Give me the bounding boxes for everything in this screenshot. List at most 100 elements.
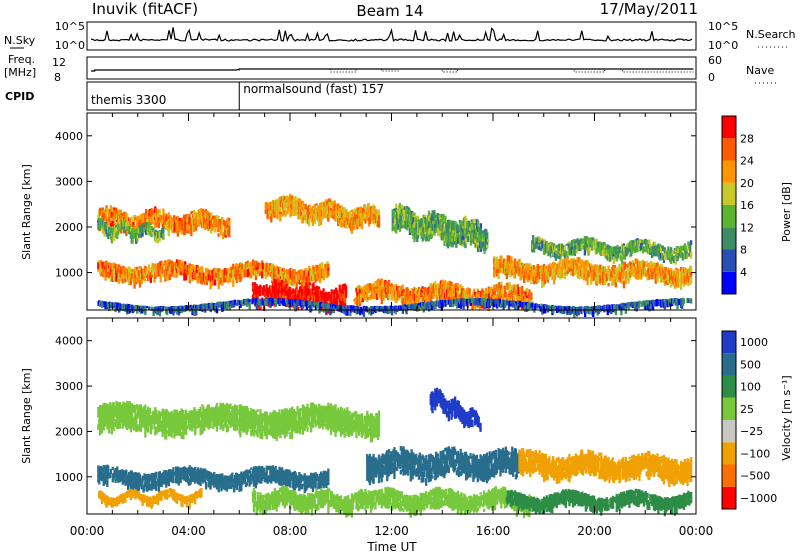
echo-band [97, 464, 330, 494]
y-tick-label: 3000 [55, 175, 83, 188]
time-axis-label: Time UT [366, 540, 417, 554]
colorbar-swatch [722, 138, 736, 161]
colorbar-swatch [722, 271, 736, 294]
y-tick-label: 4000 [55, 130, 83, 143]
echo-band [264, 193, 381, 234]
colorbar-swatch [722, 375, 736, 398]
time-tick-label: 16:00 [476, 524, 511, 538]
echo-band [98, 487, 203, 510]
colorbar-tick-label: −500 [740, 470, 770, 483]
noise-line [90, 27, 693, 43]
y-tick-label: 4000 [55, 335, 83, 348]
echo-band [97, 400, 381, 443]
echo-band [531, 235, 693, 265]
time-tick-label: 04:00 [171, 524, 206, 538]
freq-left-tick-bottom: 8 [54, 71, 61, 84]
power-colorbar-label: Power [dB] [780, 182, 793, 242]
y-tick-label: 3000 [55, 380, 83, 393]
noise-left-label: N.Sky [4, 34, 36, 47]
y-tick-label: 2000 [55, 425, 83, 438]
echo-band [391, 203, 490, 254]
power-colorbar: 4 8 12 16 20 24 28 [721, 115, 754, 295]
colorbar-tick-label: 24 [740, 155, 754, 168]
colorbar-swatch [722, 182, 736, 205]
noise-left-tick-bottom: 10^0 [55, 39, 85, 52]
y-tick-label: 1000 [55, 471, 83, 484]
y-tick-label: 1000 [55, 267, 83, 280]
date-title: 17/May/2011 [600, 0, 698, 18]
velocity-colorbar: 1000 500 100 25 −25 −100 −500 −1000 [721, 330, 777, 510]
colorbar-tick-label: −1000 [740, 492, 777, 505]
colorbar-tick-label: 16 [740, 199, 754, 212]
freq-panel-frame [86, 56, 697, 80]
colorbar-swatch [722, 464, 736, 487]
colorbar-swatch [722, 160, 736, 183]
colorbar-swatch [722, 397, 736, 420]
nave-line [94, 68, 694, 73]
colorbar-tick-label: 28 [740, 132, 754, 145]
colorbar-swatch [722, 227, 736, 250]
echo-band [97, 217, 165, 244]
freq-right-tick-top: 60 [708, 54, 722, 67]
station-title: Inuvik (fitACF) [92, 0, 198, 18]
colorbar-frame [721, 330, 737, 510]
cpid-mode-normalsound: normalsound (fast) 157 [243, 82, 384, 96]
nave-label: Nave [746, 64, 774, 77]
cpid-panel-frame [86, 81, 697, 111]
echo-band [251, 485, 368, 518]
echo-band [366, 446, 520, 486]
velocity-axis: 1000 2000 3000 4000 [55, 318, 697, 514]
colorbar-tick-label: 12 [740, 221, 754, 234]
noise-panel-frame [86, 21, 697, 51]
freq-right-tick-bottom: 0 [708, 71, 715, 84]
echo-band [493, 255, 693, 290]
time-tick-label: 20:00 [577, 524, 612, 538]
colorbar-tick-label: 1000 [740, 336, 768, 349]
colorbar-tick-label: 25 [740, 403, 754, 416]
colorbar-swatch [722, 442, 736, 465]
cpid-label: CPID [5, 90, 34, 103]
colorbar-tick-label: −25 [740, 425, 763, 438]
freq-label-2: [MHz] [4, 66, 36, 79]
freq-left-tick-top: 12 [52, 56, 66, 69]
noise-right-label: N.Search [746, 28, 796, 41]
y-tick-label: 2000 [55, 221, 83, 234]
freq-line [91, 68, 694, 72]
echo-band [429, 387, 482, 432]
colorbar-swatch [722, 486, 736, 509]
time-tick-label: 00:00 [70, 524, 105, 538]
colorbar-frame [721, 115, 737, 295]
beam-title: Beam 14 [356, 2, 423, 20]
velocity-echo-layer [97, 387, 693, 519]
colorbar-swatch [722, 420, 736, 443]
colorbar-swatch [722, 205, 736, 228]
colorbar-tick-label: 8 [740, 244, 747, 257]
echo-band [518, 448, 693, 488]
colorbar-tick-label: 500 [740, 358, 761, 371]
colorbar-swatch [722, 116, 736, 139]
time-tick-label: 00:00 [679, 524, 714, 538]
colorbar-tick-label: −100 [740, 447, 770, 460]
colorbar-swatch [722, 353, 736, 376]
power-echo-layer [97, 193, 693, 318]
colorbar-tick-label: 100 [740, 381, 761, 394]
velocity-colorbar-label: Velocity [m s⁻¹] [780, 375, 793, 460]
velocity-ylabel: Slant Range [km] [20, 368, 33, 464]
echo-band [97, 259, 330, 290]
time-tick-label: 08:00 [273, 524, 308, 538]
colorbar-tick-label: 20 [740, 177, 754, 190]
cpid-mode-themis: themis 3300 [91, 93, 166, 107]
noise-right-tick-bottom: 10^0 [708, 39, 738, 52]
time-tick-label: 12:00 [374, 524, 409, 538]
colorbar-tick-label: 4 [740, 266, 747, 279]
noise-left-tick-top: 10^5 [55, 20, 85, 33]
noise-right-tick-top: 10^5 [708, 20, 738, 33]
echo-band [505, 488, 693, 517]
colorbar-swatch [722, 331, 736, 354]
power-ylabel: Slant Range [km] [20, 164, 33, 260]
time-axis-ticks: 00:00 04:00 08:00 12:00 16:00 20:00 00:00 [70, 524, 714, 538]
colorbar-swatch [722, 249, 736, 272]
power-axis: 1000 2000 3000 4000 [55, 113, 697, 310]
freq-label-1: Freq. [8, 53, 35, 66]
